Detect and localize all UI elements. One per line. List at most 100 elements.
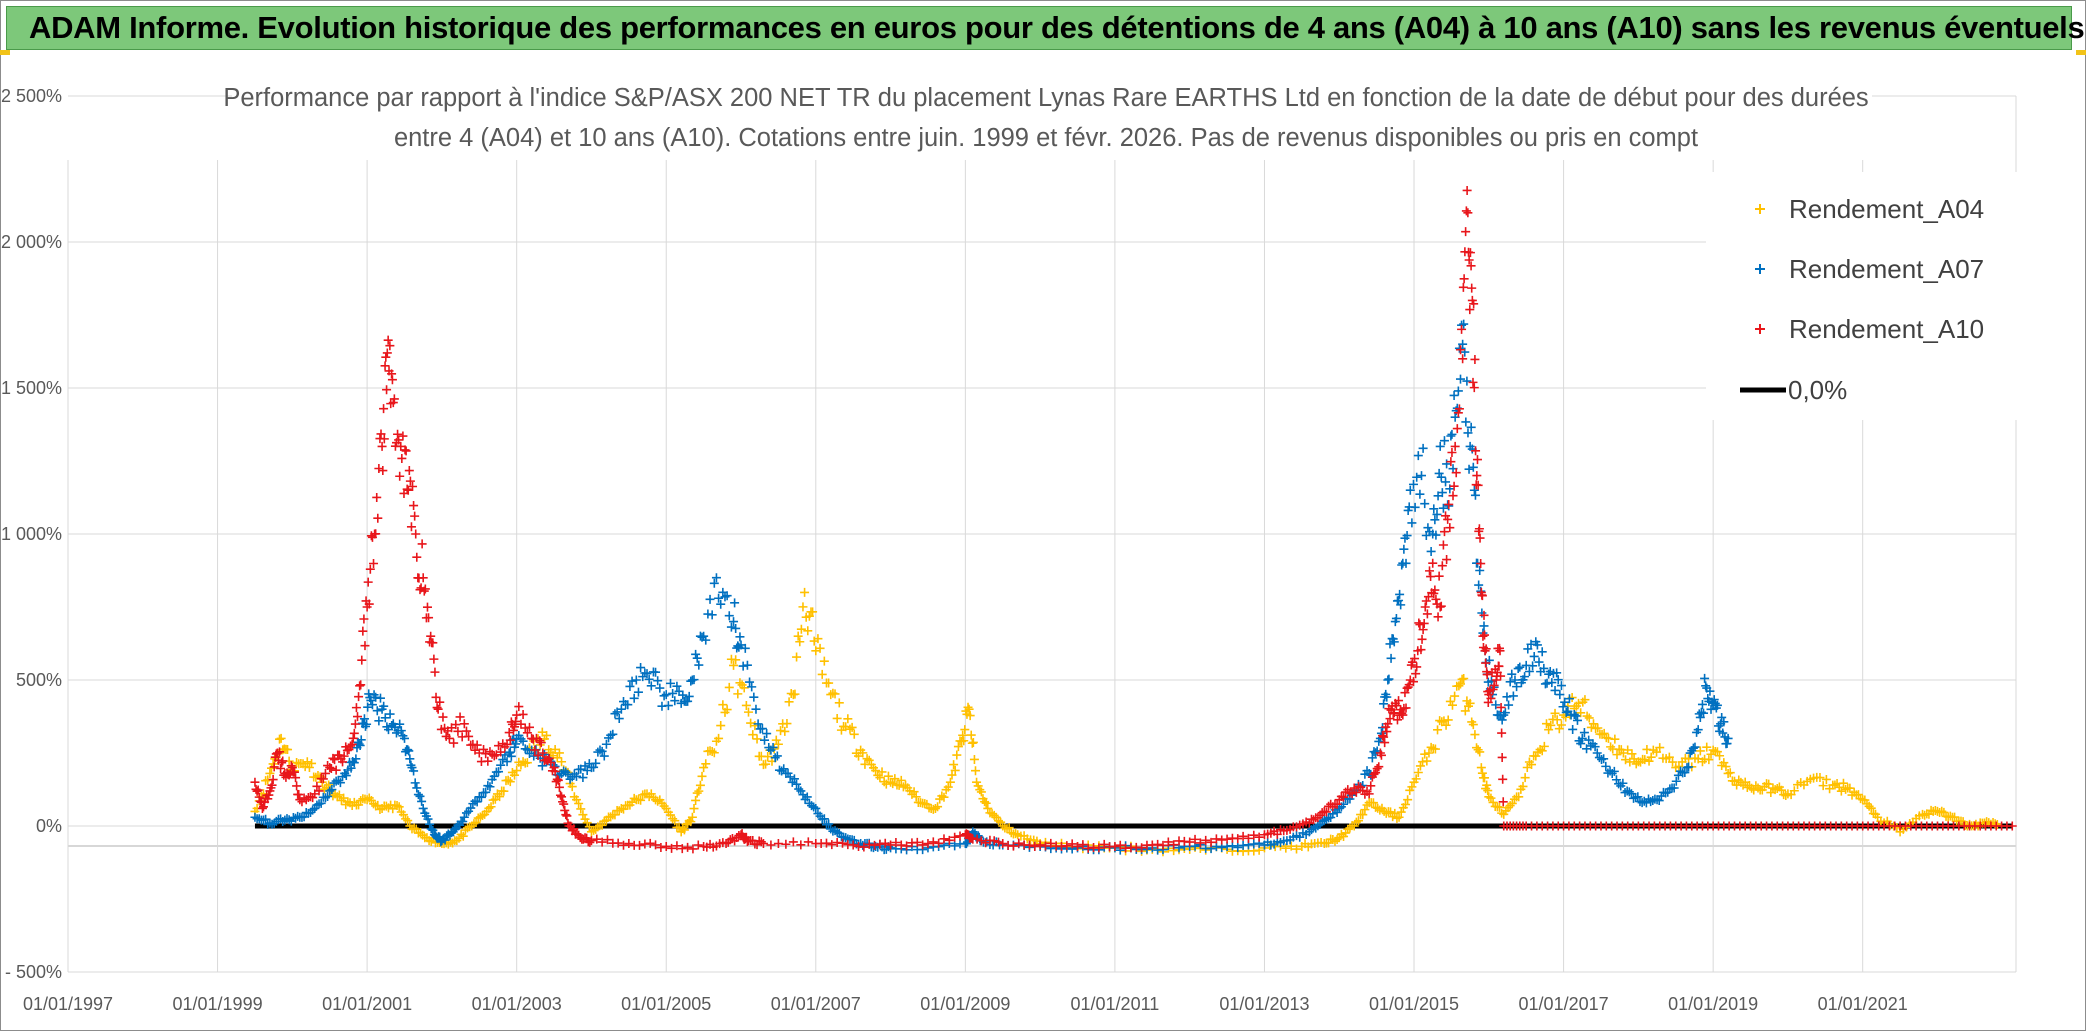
report-title: ADAM Informe. Evolution historique des p… — [29, 10, 2085, 45]
data-point — [1385, 714, 1395, 724]
data-point — [784, 697, 794, 707]
data-point — [1552, 715, 1562, 725]
data-point — [1474, 580, 1484, 590]
data-point — [1443, 715, 1453, 725]
corner-accent-left — [0, 50, 10, 55]
data-point — [1555, 690, 1565, 700]
data-point — [1426, 572, 1436, 582]
data-point — [289, 767, 299, 777]
data-point — [651, 840, 661, 850]
data-point — [1607, 768, 1617, 778]
data-point — [335, 778, 345, 788]
data-point — [792, 779, 802, 789]
data-point — [1453, 386, 1463, 396]
data-point — [585, 837, 595, 847]
data-point — [683, 696, 693, 706]
x-tick-label: 01/01/2015 — [1369, 994, 1459, 1014]
data-point — [707, 746, 717, 756]
data-point — [385, 341, 395, 351]
data-point — [753, 719, 763, 729]
data-point — [877, 767, 887, 777]
data-point — [505, 735, 515, 745]
data-point — [1448, 491, 1458, 501]
data-point — [1464, 464, 1474, 474]
data-point — [1436, 601, 1446, 611]
data-point — [667, 843, 677, 853]
data-point — [733, 689, 743, 699]
data-point — [1402, 531, 1412, 541]
data-point — [795, 637, 805, 647]
data-point — [1550, 708, 1560, 718]
data-point — [678, 690, 688, 700]
data-point — [633, 687, 643, 697]
data-point — [644, 674, 654, 684]
data-point — [1690, 742, 1700, 752]
data-point — [286, 761, 296, 771]
data-point — [1577, 733, 1587, 743]
data-point — [1473, 480, 1483, 490]
data-point — [250, 777, 260, 787]
data-point — [1334, 803, 1344, 813]
data-point — [387, 369, 397, 379]
data-point — [1416, 645, 1426, 655]
data-point — [364, 599, 374, 609]
data-point — [714, 733, 724, 743]
data-point — [1480, 630, 1490, 640]
data-point — [498, 755, 508, 765]
data-point — [896, 775, 906, 785]
data-point — [1633, 792, 1643, 802]
data-point — [589, 762, 599, 772]
data-point — [726, 622, 736, 632]
data-point — [1405, 485, 1415, 495]
data-point — [555, 790, 565, 800]
data-point — [1702, 742, 1712, 752]
data-point — [1558, 702, 1568, 712]
data-point — [1696, 707, 1706, 717]
data-point — [1035, 840, 1045, 850]
data-point — [687, 812, 697, 822]
y-tick-label: 2 000% — [1, 232, 62, 252]
data-point — [425, 819, 435, 829]
data-point — [1723, 733, 1733, 743]
data-point — [569, 824, 579, 834]
data-point — [1391, 613, 1401, 623]
data-point — [359, 614, 369, 624]
data-point — [616, 704, 626, 714]
data-point — [1950, 812, 1960, 822]
data-point — [888, 779, 898, 789]
data-point — [1725, 768, 1735, 778]
data-point — [1497, 752, 1507, 762]
data-point — [1486, 693, 1496, 703]
x-tick-label: 01/01/1999 — [173, 994, 263, 1014]
data-point — [1860, 795, 1870, 805]
data-point — [1382, 727, 1392, 737]
data-point — [361, 721, 371, 731]
data-point — [369, 559, 379, 568]
data-point — [387, 375, 397, 385]
data-point — [455, 712, 465, 722]
data-point — [1523, 644, 1533, 654]
data-point — [1417, 634, 1427, 644]
data-point — [1378, 731, 1388, 741]
data-point — [1856, 794, 1866, 804]
data-point — [1489, 680, 1499, 690]
data-point — [389, 394, 399, 404]
data-point — [930, 803, 940, 813]
data-point — [1589, 719, 1598, 729]
data-point — [1560, 697, 1570, 707]
data-point — [463, 823, 473, 833]
data-point — [426, 824, 436, 834]
data-point — [859, 842, 869, 852]
x-tick-label: 01/01/2019 — [1668, 994, 1758, 1014]
data-point — [1497, 808, 1507, 818]
data-point — [504, 728, 514, 738]
data-point — [505, 777, 515, 787]
data-point — [619, 840, 629, 850]
data-point — [494, 741, 504, 751]
data-point — [412, 552, 422, 562]
data-point — [1421, 596, 1431, 606]
data-point — [312, 781, 322, 791]
data-point — [1432, 509, 1442, 519]
data-point — [1699, 708, 1709, 718]
